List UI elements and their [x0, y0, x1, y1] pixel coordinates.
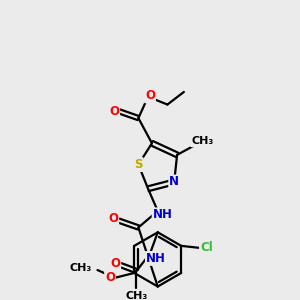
Text: O: O	[109, 105, 119, 118]
Text: O: O	[105, 271, 115, 284]
Text: NH: NH	[153, 208, 172, 221]
Text: CH₃: CH₃	[191, 136, 213, 146]
Text: O: O	[145, 89, 155, 102]
Text: CH₃: CH₃	[69, 263, 92, 273]
Text: Cl: Cl	[200, 241, 213, 254]
Text: N: N	[169, 176, 179, 188]
Text: O: O	[108, 212, 118, 225]
Text: O: O	[110, 257, 120, 270]
Text: S: S	[134, 158, 142, 171]
Text: NH: NH	[146, 252, 166, 265]
Text: CH₃: CH₃	[125, 291, 148, 300]
